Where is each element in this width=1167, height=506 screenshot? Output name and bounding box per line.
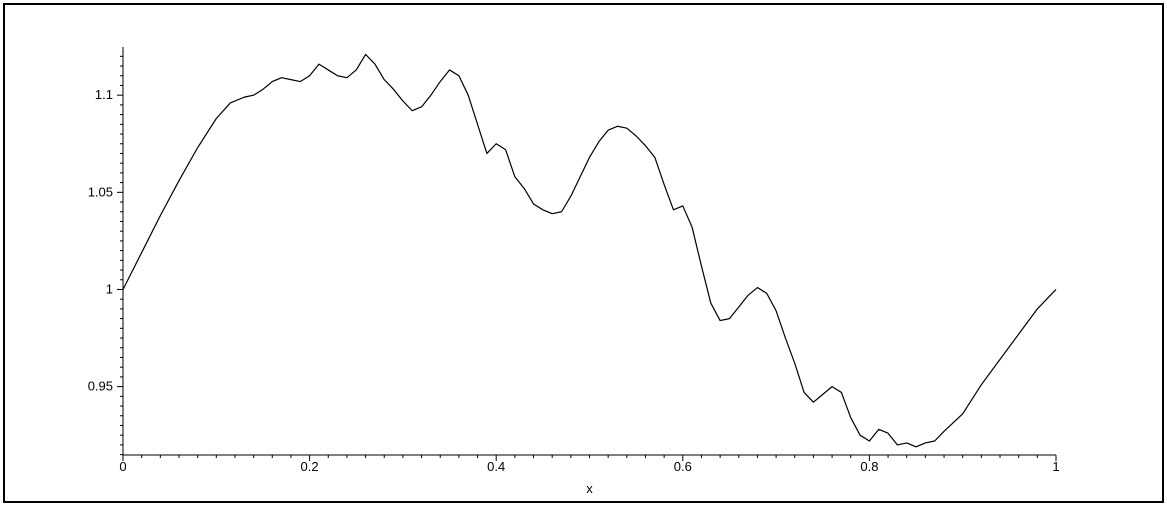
plot-frame: 0.95 1 1.05 1.1 0 0.2 0.4 0.6 0.8 1 x: [3, 3, 1164, 503]
x-tick-label: 0.6: [674, 459, 692, 474]
series-line: [122, 53, 1057, 448]
y-tick-label: 0.95: [88, 379, 113, 394]
x-tick-label: 0.8: [860, 459, 878, 474]
x-tick-label: 0.2: [301, 459, 319, 474]
x-tick-label: 0.4: [487, 459, 505, 474]
y-tick-label: 1: [106, 281, 113, 296]
x-axis: 0 0.2 0.4 0.6 0.8 1: [119, 454, 1060, 474]
y-axis: 0.95 1 1.05 1.1: [88, 47, 124, 456]
x-axis-label: x: [586, 481, 593, 496]
line-chart: 0.95 1 1.05 1.1 0 0.2 0.4 0.6 0.8 1 x: [88, 47, 1060, 496]
y-tick-label: 1.05: [88, 184, 113, 199]
x-tick-label: 1: [1052, 459, 1059, 474]
x-tick-label: 0: [119, 459, 126, 474]
y-tick-label: 1.1: [95, 87, 113, 102]
